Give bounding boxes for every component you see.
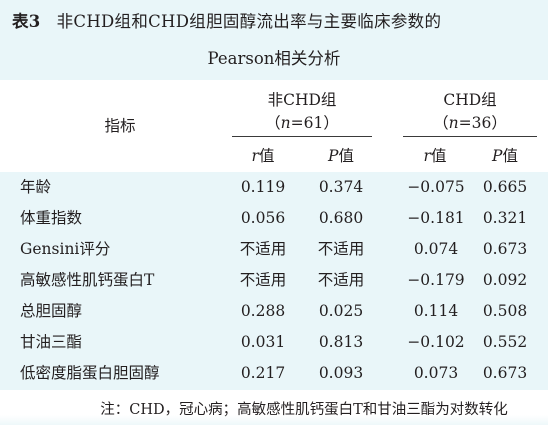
table-row: 体重指数 0.056 0.680 −0.181 0.321 <box>0 203 548 234</box>
table-row: 高敏感性肌钙蛋白T 不适用 不适用 −0.179 0.092 <box>0 265 548 296</box>
cell-p-non-chd: 不适用 <box>317 240 365 258</box>
cell-p-chd: 0.673 <box>482 240 528 258</box>
header-p-chd: P值 <box>492 147 518 165</box>
cell-r-non-chd: 0.217 <box>240 364 286 382</box>
header-p-non-chd: P值 <box>328 147 354 165</box>
row-indicator-name: 高敏感性肌钙蛋白T <box>20 271 155 289</box>
cell-r-chd: −0.181 <box>407 209 465 227</box>
table-number-label: 表3 <box>12 12 41 31</box>
cell-p-non-chd: 0.374 <box>318 178 364 196</box>
cell-p-chd: 0.673 <box>482 364 528 382</box>
header-group-chd: CHD组 <box>443 91 497 109</box>
row-indicator-name: 甘油三酯 <box>20 333 83 351</box>
cell-r-chd: −0.102 <box>407 333 465 351</box>
cell-r-non-chd: 0.031 <box>240 333 286 351</box>
table-header-band <box>0 80 548 172</box>
table-row: Gensini评分 不适用 不适用 0.074 0.673 <box>0 234 548 265</box>
header-group-non-chd-n: （n=61） <box>265 114 339 132</box>
row-indicator-name: Gensini评分 <box>20 240 111 258</box>
cell-r-non-chd: 不适用 <box>239 240 287 258</box>
table-row: 总胆固醇 0.288 0.025 0.114 0.508 <box>0 296 548 327</box>
cell-p-chd: 0.092 <box>482 271 528 289</box>
table-title-band: 表3 非CHD组和CHD组胆固醇流出率与主要临床参数的 Pearson相关分析 <box>0 0 548 80</box>
table-row: 年龄 0.119 0.374 −0.075 0.665 <box>0 172 548 203</box>
header-indicator: 指标 <box>104 117 136 135</box>
cell-p-chd: 0.508 <box>482 302 528 320</box>
cell-r-non-chd: 0.056 <box>240 209 286 227</box>
table-row: 低密度脂蛋白胆固醇 0.217 0.093 0.073 0.673 <box>0 358 548 389</box>
cell-r-non-chd: 0.119 <box>240 178 286 196</box>
table-title-line1: 表3 非CHD组和CHD组胆固醇流出率与主要临床参数的 <box>12 8 441 32</box>
table-title-text: 非CHD组和CHD组胆固醇流出率与主要临床参数的 <box>56 12 442 31</box>
header-r-chd: r值 <box>423 147 447 165</box>
table-title-line2: Pearson相关分析 <box>207 49 341 68</box>
row-indicator-name: 年龄 <box>20 178 52 196</box>
row-indicator-name: 体重指数 <box>20 209 83 227</box>
cell-p-chd: 0.665 <box>482 178 528 196</box>
header-rule-non-chd <box>232 136 372 137</box>
header-rule-chd <box>403 136 537 137</box>
cell-p-chd: 0.321 <box>482 209 528 227</box>
cell-p-non-chd: 0.680 <box>318 209 364 227</box>
cell-r-non-chd: 0.288 <box>240 302 286 320</box>
cell-r-chd: −0.179 <box>407 271 465 289</box>
header-group-non-chd: 非CHD组 <box>267 91 337 109</box>
cell-p-non-chd: 0.025 <box>318 302 364 320</box>
cell-p-chd: 0.552 <box>482 333 528 351</box>
table-footnote-text: 注：CHD，冠心病；高敏感性肌钙蛋白T和甘油三酯为对数转化 <box>100 402 508 418</box>
header-group-chd-n: （n=36） <box>433 114 507 132</box>
cell-r-non-chd: 不适用 <box>239 271 287 289</box>
cell-p-non-chd: 0.813 <box>318 333 364 351</box>
cell-r-chd: −0.075 <box>407 178 465 196</box>
table-row: 甘油三酯 0.031 0.813 −0.102 0.552 <box>0 327 548 358</box>
cell-r-chd: 0.114 <box>413 302 459 320</box>
cell-r-chd: 0.073 <box>413 364 459 382</box>
table-footnote: 注：CHD，冠心病；高敏感性肌钙蛋白T和甘油三酯为对数转化 <box>0 398 548 419</box>
row-indicator-name: 总胆固醇 <box>20 302 83 320</box>
cell-p-non-chd: 不适用 <box>317 271 365 289</box>
cell-r-chd: 0.074 <box>413 240 459 258</box>
cell-p-non-chd: 0.093 <box>318 364 364 382</box>
header-r-non-chd: r值 <box>251 147 275 165</box>
row-indicator-name: 低密度脂蛋白胆固醇 <box>20 364 160 382</box>
table-body: 年龄 0.119 0.374 −0.075 0.665 体重指数 0.056 0… <box>0 172 548 390</box>
